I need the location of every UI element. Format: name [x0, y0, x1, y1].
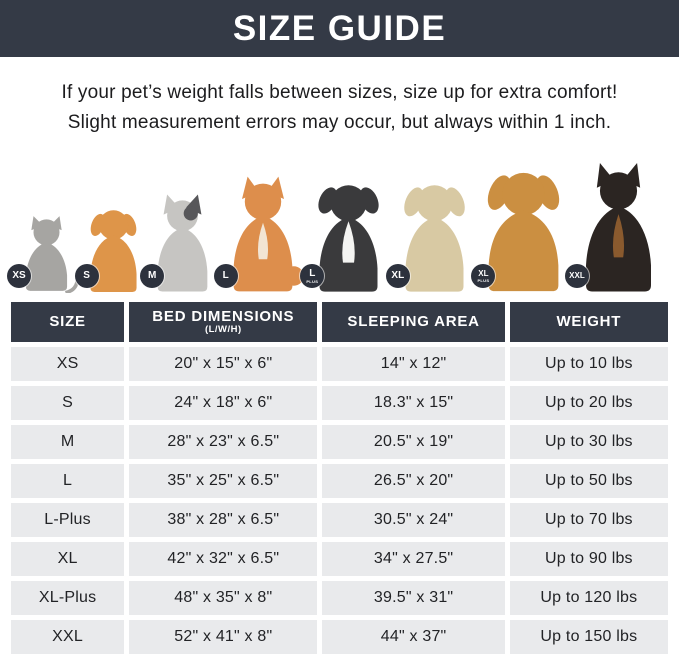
table-header-row: SIZE BED DIMENSIONS (L/W/H) SLEEPING ARE… — [11, 302, 668, 342]
size-badge-xs: XS — [7, 264, 31, 288]
table-row-xs: XS 20" x 15" x 6" 14" x 12" Up to 10 lbs — [11, 347, 668, 381]
cell-sleeping-area: 20.5" x 19" — [322, 425, 505, 459]
french-bulldog-image — [157, 194, 208, 292]
animal-xlplus-golden-retriever: XL PLUS — [471, 165, 569, 293]
cell-bed-dimensions: 48" x 35" x 8" — [129, 581, 318, 615]
cell-size: L — [11, 464, 125, 498]
header-weight: WEIGHT — [509, 302, 668, 342]
animal-xs-cat: XS — [7, 215, 79, 293]
size-badge-l-plus: L PLUS — [300, 264, 325, 288]
cell-bed-dimensions: 38" x 28" x 6.5" — [129, 503, 318, 537]
pet-size-lineup: XS S M — [0, 143, 679, 293]
cell-size: XXL — [11, 620, 125, 654]
cell-weight: Up to 30 lbs — [509, 425, 668, 459]
size-badge-l: L — [213, 264, 238, 288]
labrador-image — [404, 185, 465, 292]
table-row-l: L 35" x 25" x 6.5" 26.5" x 20" Up to 50 … — [11, 464, 668, 498]
cell-bed-dimensions: 28" x 23" x 6.5" — [129, 425, 318, 459]
animal-lplus-border-collie: L PLUS — [300, 177, 390, 293]
cell-sleeping-area: 34" x 27.5" — [322, 542, 505, 576]
size-badge-xl-plus: XL PLUS — [471, 264, 496, 288]
cell-size: S — [11, 386, 125, 420]
animal-xxl-doberman: XXL — [564, 163, 665, 293]
intro-text: If your pet’s weight falls between sizes… — [10, 78, 669, 138]
size-table: SIZE BED DIMENSIONS (L/W/H) SLEEPING ARE… — [11, 302, 668, 654]
cat-image — [25, 216, 79, 293]
cell-weight: Up to 70 lbs — [509, 503, 668, 537]
cell-size: XL — [11, 542, 125, 576]
cell-weight: Up to 50 lbs — [509, 464, 668, 498]
cell-sleeping-area: 44" x 37" — [322, 620, 505, 654]
cell-weight: Up to 150 lbs — [509, 620, 668, 654]
size-badge-xl: XL — [385, 264, 410, 288]
page-title: SIZE GUIDE — [232, 8, 447, 48]
cell-weight: Up to 90 lbs — [509, 542, 668, 576]
cell-sleeping-area: 30.5" x 24" — [322, 503, 505, 537]
cell-sleeping-area: 26.5" x 20" — [322, 464, 505, 498]
header-bed-dimensions: BED DIMENSIONS (L/W/H) — [129, 302, 318, 342]
doberman-image — [585, 163, 651, 292]
cell-weight: Up to 20 lbs — [509, 386, 668, 420]
shiba-inu-image — [233, 176, 304, 292]
animal-m-french-bulldog: M — [140, 193, 218, 293]
intro-line-1: If your pet’s weight falls between sizes… — [61, 82, 618, 103]
pomeranian-image — [90, 210, 137, 292]
cell-weight: Up to 10 lbs — [509, 347, 668, 381]
cell-bed-dimensions: 24" x 18" x 6" — [129, 386, 318, 420]
cell-size: XS — [11, 347, 125, 381]
size-guide-banner: SIZE GUIDE — [0, 0, 679, 57]
cell-size: XL-Plus — [11, 581, 125, 615]
cell-sleeping-area: 18.3" x 15" — [322, 386, 505, 420]
border-collie-image — [318, 185, 379, 292]
cell-weight: Up to 120 lbs — [509, 581, 668, 615]
animal-xl-labrador: XL — [385, 177, 476, 293]
table-row-xl-plus: XL-Plus 48" x 35" x 8" 39.5" x 31" Up to… — [11, 581, 668, 615]
size-badge-s: S — [74, 264, 99, 288]
animal-l-shiba-inu: L — [213, 175, 305, 293]
cell-bed-dimensions: 35" x 25" x 6.5" — [129, 464, 318, 498]
cell-size: L-Plus — [11, 503, 125, 537]
table-row-xxl: XXL 52" x 41" x 8" 44" x 37" Up to 150 l… — [11, 620, 668, 654]
cell-sleeping-area: 39.5" x 31" — [322, 581, 505, 615]
cell-sleeping-area: 14" x 12" — [322, 347, 505, 381]
cell-bed-dimensions: 42" x 32" x 6.5" — [129, 542, 318, 576]
size-badge-xxl: XXL — [564, 264, 589, 288]
cell-size: M — [11, 425, 125, 459]
size-badge-m: M — [140, 264, 165, 288]
intro-line-2: Slight measurement errors may occur, but… — [67, 112, 612, 133]
cell-bed-dimensions: 20" x 15" x 6" — [129, 347, 318, 381]
header-sleeping-area: SLEEPING AREA — [322, 302, 505, 342]
table-row-l-plus: L-Plus 38" x 28" x 6.5" 30.5" x 24" Up t… — [11, 503, 668, 537]
header-size: SIZE — [11, 302, 125, 342]
table-row-s: S 24" x 18" x 6" 18.3" x 15" Up to 20 lb… — [11, 386, 668, 420]
table-row-m: M 28" x 23" x 6.5" 20.5" x 19" Up to 30 … — [11, 425, 668, 459]
table-row-xl: XL 42" x 32" x 6.5" 34" x 27.5" Up to 90… — [11, 542, 668, 576]
animal-s-pomeranian: S — [74, 205, 145, 293]
cell-bed-dimensions: 52" x 41" x 8" — [129, 620, 318, 654]
golden-retriever-image — [488, 172, 560, 292]
